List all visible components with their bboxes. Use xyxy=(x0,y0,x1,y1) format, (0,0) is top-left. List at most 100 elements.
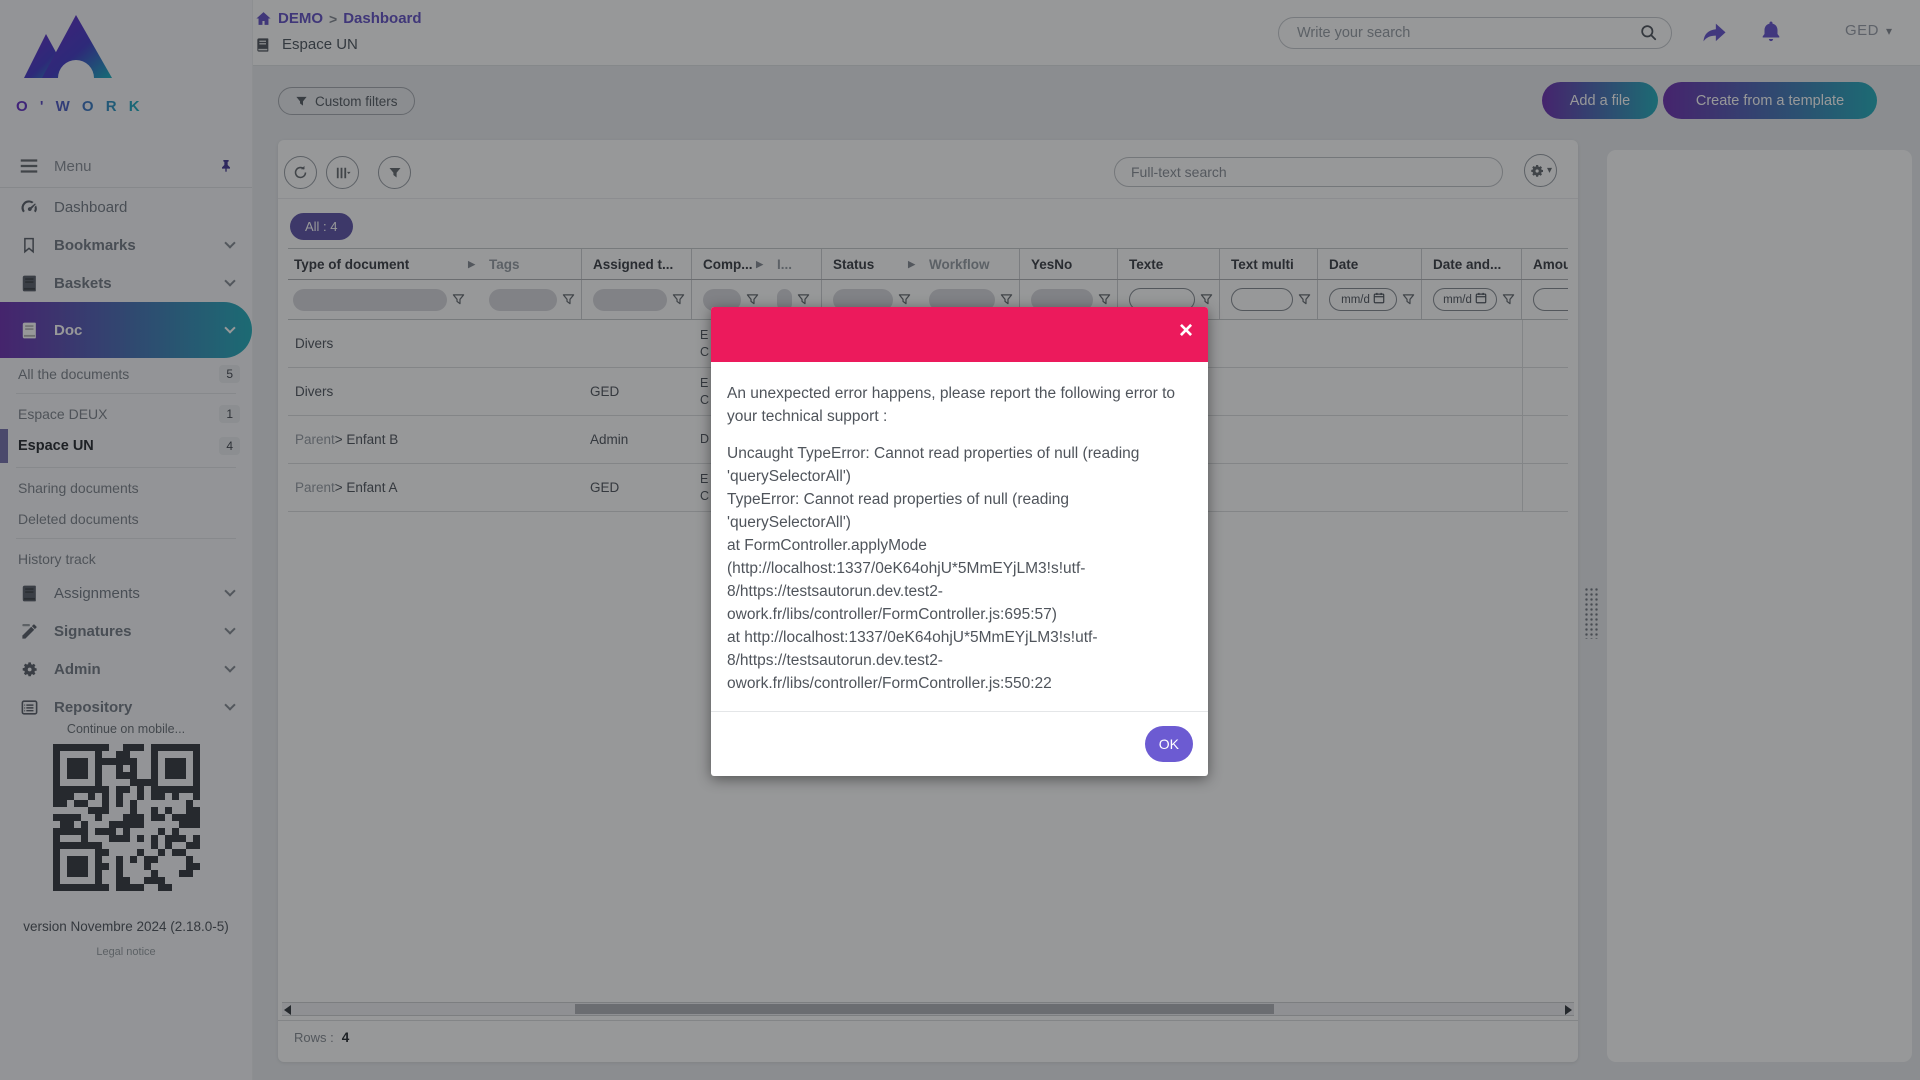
close-icon[interactable]: × xyxy=(1178,317,1193,344)
filter-select[interactable] xyxy=(929,288,995,311)
filter-text-input[interactable] xyxy=(1533,288,1568,311)
sidebar-item-assignments[interactable]: Assignments xyxy=(0,574,252,612)
count-badge: 5 xyxy=(219,364,240,383)
column-header-date[interactable]: Date xyxy=(1318,249,1422,279)
table-settings-button[interactable]: ▾ xyxy=(1524,154,1557,187)
column-header-text-multi[interactable]: Text multi xyxy=(1220,249,1318,279)
column-header-assigned-t[interactable]: Assigned t... xyxy=(582,249,692,279)
error-detail: Uncaught TypeError: Cannot read properti… xyxy=(727,445,1140,692)
column-header-label: Comp... xyxy=(703,256,753,272)
filter-funnel-icon[interactable] xyxy=(1000,293,1013,306)
notifications-bell-icon[interactable] xyxy=(1759,19,1783,48)
chevron-down-icon: ▾ xyxy=(1546,165,1553,176)
filter-funnel-icon[interactable] xyxy=(452,293,465,306)
refresh-button[interactable] xyxy=(284,156,317,189)
columns-button[interactable] xyxy=(326,156,359,189)
filter-button[interactable] xyxy=(378,156,411,189)
filter-date-input[interactable]: mm/d xyxy=(1329,288,1397,311)
cell-type-label: > Enfant B xyxy=(334,432,399,447)
search-icon[interactable] xyxy=(1639,23,1658,47)
filter-funnel-icon[interactable] xyxy=(1502,293,1515,306)
search-input[interactable] xyxy=(1278,17,1672,49)
logo: O ' W O R K xyxy=(0,0,252,145)
sidebar-item-doc[interactable]: Doc xyxy=(0,302,252,358)
error-intro: An unexpected error happens, please repo… xyxy=(727,385,1176,425)
book-icon xyxy=(18,274,40,293)
column-header-i[interactable]: I... xyxy=(766,249,822,279)
divider xyxy=(278,1020,1578,1021)
breadcrumb-current[interactable]: Dashboard xyxy=(343,10,422,27)
filter-select[interactable] xyxy=(833,288,893,311)
column-group-arrow-icon[interactable]: ▶ xyxy=(756,258,763,269)
scroll-right-arrow[interactable] xyxy=(1565,1005,1572,1015)
gauge-icon xyxy=(18,197,40,217)
sidebar-item-dashboard[interactable]: Dashboard xyxy=(0,188,252,226)
ok-button[interactable]: OK xyxy=(1144,726,1193,762)
cell-type-label: Divers xyxy=(295,336,334,351)
breadcrumb-root[interactable]: DEMO xyxy=(278,10,323,27)
sidebar-item-deleted-documents[interactable]: Deleted documents xyxy=(0,503,252,534)
column-header-texte[interactable]: Texte xyxy=(1118,249,1220,279)
filter-funnel-icon[interactable] xyxy=(1298,293,1311,306)
sidebar-item-espace-un[interactable]: Espace UN 4 xyxy=(0,429,252,463)
sidebar-item-all-the-documents[interactable]: All the documents 5 xyxy=(0,358,252,389)
sidebar-item-repository[interactable]: Repository xyxy=(0,688,252,726)
share-icon[interactable] xyxy=(1701,20,1728,52)
filter-select[interactable] xyxy=(593,288,667,311)
filter-date-input[interactable]: mm/d xyxy=(1433,288,1497,311)
cell-amount xyxy=(1522,368,1568,415)
filter-funnel-icon[interactable] xyxy=(1402,293,1415,306)
filter-select[interactable] xyxy=(777,288,792,311)
column-group-arrow-icon[interactable]: ▶ xyxy=(908,258,915,269)
legal-notice-link[interactable]: Legal notice xyxy=(96,946,156,958)
panel-resize-handle[interactable] xyxy=(1584,587,1599,639)
sidebar-item-signatures[interactable]: Signatures xyxy=(0,612,252,650)
column-header-date-and[interactable]: Date and... xyxy=(1422,249,1522,279)
sidebar-item-baskets[interactable]: Baskets xyxy=(0,264,252,302)
sidebar-item-bookmarks[interactable]: Bookmarks xyxy=(0,226,252,264)
fulltext-search-input[interactable] xyxy=(1114,157,1503,187)
mobile-hint: Continue on mobile... xyxy=(66,722,186,736)
column-header-label: Date xyxy=(1329,256,1359,272)
column-header-status[interactable]: Status ▶ xyxy=(822,249,918,279)
filter-funnel-icon[interactable] xyxy=(1098,293,1111,306)
filter-funnel-icon[interactable] xyxy=(1200,293,1213,306)
scroll-left-arrow[interactable] xyxy=(284,1005,291,1015)
cell-comp-line: C xyxy=(700,392,710,407)
tab-all[interactable]: All : 4 xyxy=(290,213,353,240)
filter-select[interactable] xyxy=(1031,288,1093,311)
cell-comp-line: E xyxy=(700,327,709,342)
column-header-amount[interactable]: Amount xyxy=(1522,249,1568,279)
sidebar-footer: Continue on mobile... version Novembre 2… xyxy=(0,722,252,960)
pin-sidebar-button[interactable] xyxy=(218,158,234,174)
create-from-template-button[interactable]: Create from a template xyxy=(1663,82,1877,119)
filter-funnel-icon[interactable] xyxy=(746,293,759,306)
filter-select[interactable] xyxy=(489,288,557,311)
sidebar-item-sharing-documents[interactable]: Sharing documents xyxy=(0,472,252,503)
filter-funnel-icon[interactable] xyxy=(672,293,685,306)
horizontal-scrollbar[interactable] xyxy=(282,1002,1574,1016)
sidebar-item-history-track[interactable]: History track xyxy=(0,543,252,574)
filter-funnel-icon[interactable] xyxy=(562,293,575,306)
sidebar-subitem-label: Sharing documents xyxy=(18,479,139,496)
column-header-tags[interactable]: Tags xyxy=(478,249,582,279)
custom-filters-button[interactable]: Custom filters xyxy=(278,87,415,115)
column-group-arrow-icon[interactable]: ▶ xyxy=(468,258,475,269)
filter-funnel-icon[interactable] xyxy=(797,293,810,306)
add-file-button[interactable]: Add a file xyxy=(1542,82,1658,119)
sidebar-item-espace-deux[interactable]: Espace DEUX 1 xyxy=(0,398,252,429)
menu-toggle[interactable]: Menu xyxy=(0,145,252,187)
column-header-yesno[interactable]: YesNo xyxy=(1020,249,1118,279)
filter-text-input[interactable] xyxy=(1231,288,1293,311)
scrollbar-thumb[interactable] xyxy=(575,1004,1274,1014)
filter-select[interactable] xyxy=(293,288,447,311)
filter-funnel-icon[interactable] xyxy=(898,293,911,306)
sidebar-item-admin[interactable]: Admin xyxy=(0,650,252,688)
column-header-type-of-document[interactable]: Type of document ▶ xyxy=(288,249,478,279)
filter-select[interactable] xyxy=(703,288,741,311)
user-menu[interactable]: GED ▾ xyxy=(1845,22,1892,39)
home-icon[interactable] xyxy=(255,10,272,27)
column-header-comp[interactable]: Comp... ▶ xyxy=(692,249,766,279)
column-header-workflow[interactable]: Workflow xyxy=(918,249,1020,279)
